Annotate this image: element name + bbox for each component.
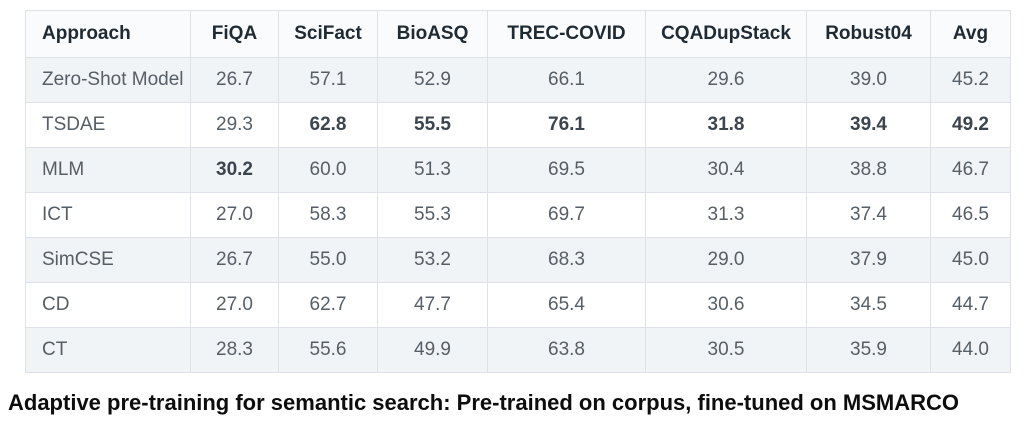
value-cell: 55.3 (377, 192, 488, 238)
value-cell: 26.7 (190, 57, 279, 103)
approach-cell: CT (25, 327, 191, 373)
value-cell: 37.9 (806, 237, 931, 283)
value-cell: 37.4 (806, 192, 931, 238)
value-cell: 27.0 (190, 192, 279, 238)
value-cell: 57.1 (278, 57, 378, 103)
value-cell: 69.7 (487, 192, 646, 238)
results-table: Approach FiQA SciFact BioASQ TREC-COVID … (25, 10, 1011, 373)
value-cell: 60.0 (278, 147, 378, 193)
value-cell: 29.3 (190, 102, 279, 148)
table-row-simcse: SimCSE 26.7 55.0 53.2 68.3 29.0 37.9 45.… (25, 237, 1011, 283)
approach-cell: TSDAE (25, 102, 191, 148)
value-cell: 38.8 (806, 147, 931, 193)
value-cell: 65.4 (487, 282, 646, 328)
value-cell: 51.3 (377, 147, 488, 193)
table-row-tsdae: TSDAE 29.3 62.8 55.5 76.1 31.8 39.4 49.2 (25, 102, 1011, 148)
table-row-ct: CT 28.3 55.6 49.9 63.8 30.5 35.9 44.0 (25, 327, 1011, 373)
value-cell: 45.0 (930, 237, 1011, 283)
table-row-cd: CD 27.0 62.7 47.7 65.4 30.6 34.5 44.7 (25, 282, 1011, 328)
value-cell: 62.8 (278, 102, 378, 148)
value-cell: 49.2 (930, 102, 1011, 148)
value-cell: 26.7 (190, 237, 279, 283)
value-cell: 30.5 (645, 327, 807, 373)
value-cell: 55.5 (377, 102, 488, 148)
table-caption: Adaptive pre-training for semantic searc… (8, 390, 960, 415)
value-cell: 39.4 (806, 102, 931, 148)
value-cell: 47.7 (377, 282, 488, 328)
value-cell: 53.2 (377, 237, 488, 283)
value-cell: 62.7 (278, 282, 378, 328)
value-cell: 68.3 (487, 237, 646, 283)
value-cell: 29.6 (645, 57, 807, 103)
table-row-mlm: MLM 30.2 60.0 51.3 69.5 30.4 38.8 46.7 (25, 147, 1011, 193)
column-header-cqadupstack: CQADupStack (645, 10, 807, 58)
approach-cell: MLM (25, 147, 191, 193)
table-header-row: Approach FiQA SciFact BioASQ TREC-COVID … (25, 10, 1011, 58)
value-cell: 49.9 (377, 327, 488, 373)
column-header-scifact: SciFact (278, 10, 378, 58)
value-cell: 69.5 (487, 147, 646, 193)
value-cell: 63.8 (487, 327, 646, 373)
value-cell: 55.6 (278, 327, 378, 373)
value-cell: 30.4 (645, 147, 807, 193)
column-header-approach: Approach (25, 10, 191, 58)
value-cell: 76.1 (487, 102, 646, 148)
value-cell: 55.0 (278, 237, 378, 283)
value-cell: 52.9 (377, 57, 488, 103)
value-cell: 35.9 (806, 327, 931, 373)
column-header-bioasq: BioASQ (377, 10, 488, 58)
table-row-zero-shot-model: Zero-Shot Model 26.7 57.1 52.9 66.1 29.6… (25, 57, 1011, 103)
value-cell: 45.2 (930, 57, 1011, 103)
value-cell: 29.0 (645, 237, 807, 283)
value-cell: 34.5 (806, 282, 931, 328)
approach-cell: Zero-Shot Model (25, 57, 191, 103)
value-cell: 44.7 (930, 282, 1011, 328)
value-cell: 30.2 (190, 147, 279, 193)
value-cell: 30.6 (645, 282, 807, 328)
value-cell: 46.5 (930, 192, 1011, 238)
column-header-avg: Avg (930, 10, 1011, 58)
results-table-container: Approach FiQA SciFact BioASQ TREC-COVID … (25, 10, 1011, 373)
column-header-trec-covid: TREC-COVID (487, 10, 646, 58)
value-cell: 27.0 (190, 282, 279, 328)
approach-cell: CD (25, 282, 191, 328)
approach-cell: SimCSE (25, 237, 191, 283)
value-cell: 44.0 (930, 327, 1011, 373)
value-cell: 28.3 (190, 327, 279, 373)
value-cell: 31.8 (645, 102, 807, 148)
value-cell: 31.3 (645, 192, 807, 238)
value-cell: 58.3 (278, 192, 378, 238)
value-cell: 66.1 (487, 57, 646, 103)
approach-cell: ICT (25, 192, 191, 238)
value-cell: 46.7 (930, 147, 1011, 193)
column-header-fiqa: FiQA (190, 10, 279, 58)
table-row-ict: ICT 27.0 58.3 55.3 69.7 31.3 37.4 46.5 (25, 192, 1011, 238)
column-header-robust04: Robust04 (806, 10, 931, 58)
value-cell: 39.0 (806, 57, 931, 103)
